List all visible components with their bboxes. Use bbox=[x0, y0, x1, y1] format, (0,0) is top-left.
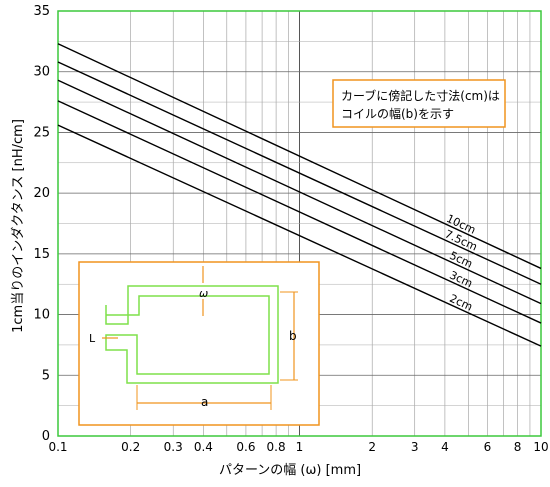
inset-label-b: b bbox=[289, 329, 297, 343]
annotation-line-2: コイルの幅(b)を示す bbox=[341, 106, 454, 121]
x-tick-label: 6 bbox=[484, 440, 492, 454]
coil-inset: ω L b a bbox=[78, 261, 320, 426]
series-line bbox=[57, 43, 542, 270]
y-tick-label: 30 bbox=[33, 65, 50, 80]
x-tick-label: 0.3 bbox=[164, 440, 183, 454]
inset-label-w: ω bbox=[199, 287, 208, 300]
y-tick-label: 20 bbox=[33, 186, 50, 201]
y-tick-label: 15 bbox=[33, 247, 50, 262]
y-axis-label: 1cm当りのインダクタンス [nH/cm] bbox=[11, 119, 26, 333]
x-tick-label: 0.4 bbox=[194, 440, 213, 454]
series-line bbox=[57, 124, 542, 347]
inset-label-a: a bbox=[201, 395, 208, 409]
plot-frame bbox=[57, 10, 542, 437]
x-tick-label: 0.2 bbox=[121, 440, 140, 454]
inset-frame bbox=[78, 261, 320, 426]
x-axis-label: パターンの幅 (ω) [mm] bbox=[219, 463, 361, 478]
x-tick-label: 1 bbox=[296, 440, 304, 454]
inset-label-l: L bbox=[89, 332, 96, 345]
annotation-box: カーブに傍記した寸法(cm)は コイルの幅(b)を示す bbox=[332, 79, 506, 128]
x-tick-label: 3 bbox=[411, 440, 419, 454]
y-tick-label: 25 bbox=[33, 125, 50, 140]
x-tick-label: 10 bbox=[533, 440, 548, 454]
y-tick-label: 5 bbox=[42, 368, 50, 383]
x-tick-label: 4 bbox=[441, 440, 449, 454]
series-line bbox=[57, 79, 542, 305]
y-tick-label: 10 bbox=[33, 308, 50, 323]
x-tick-label: 2 bbox=[368, 440, 376, 454]
y-tick-label: 35 bbox=[33, 4, 50, 19]
x-tick-label: 0.8 bbox=[267, 440, 286, 454]
y-tick-label: 0 bbox=[42, 429, 50, 444]
series-line bbox=[57, 100, 542, 324]
coil-outer-outline bbox=[105, 285, 279, 384]
y-axis-ticks: 0 5 10 15 20 25 30 35 bbox=[33, 4, 50, 444]
x-tick-label: 0.1 bbox=[48, 440, 67, 454]
x-axis-ticks: 0.1 0.2 0.3 0.4 0.6 0.8 1 2 3 4 6 8 10 bbox=[48, 440, 548, 454]
x-tick-label: 8 bbox=[514, 440, 522, 454]
annotation-line-1: カーブに傍記した寸法(cm)は bbox=[341, 88, 500, 103]
x-tick-label: 0.6 bbox=[236, 440, 255, 454]
series-line bbox=[57, 61, 542, 285]
